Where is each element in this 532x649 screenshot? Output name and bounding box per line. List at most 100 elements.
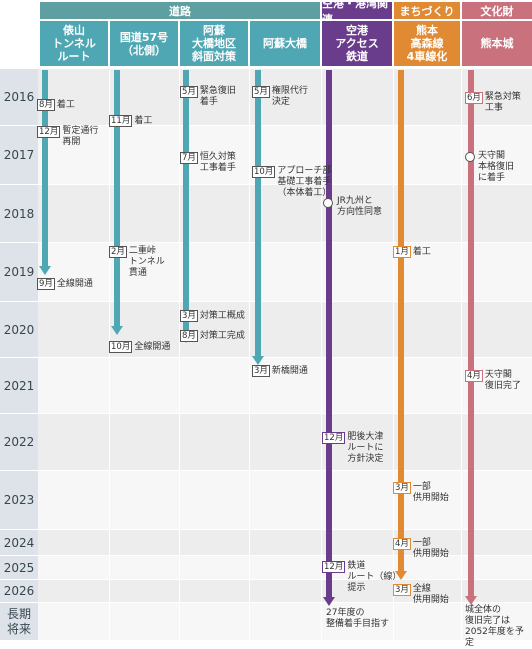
column-divider (461, 0, 462, 640)
column-header-kumamoto-takamori-road: 熊本 高森線 4車線化 (394, 21, 460, 66)
event-route57-tunnel-through: 2月 二重峠 トンネル 貫通 (109, 246, 165, 279)
arrowhead-road4 (395, 571, 407, 580)
event-text: 二重峠 トンネル 貫通 (128, 246, 165, 278)
arrow-route57 (114, 70, 120, 326)
event-text: 一部 供用開始 (412, 482, 449, 503)
year-label: 2022 (0, 414, 38, 470)
event-bridge-authority: 5月 権限代行 決定 (252, 86, 308, 108)
milestone-circle-icon (323, 198, 333, 208)
event-slope-complete: 8月 対策工完成 (180, 330, 245, 342)
year-label: 2021 (0, 358, 38, 413)
event-route57-start: 11月 着工 (109, 115, 152, 127)
event-text: 天守閣 復旧完了 (484, 370, 521, 391)
month-tag: 2月 (109, 246, 127, 258)
column-header-line: 熊本城 (480, 37, 514, 50)
arrow-castle (468, 70, 474, 596)
column-header-line: トンネル (52, 37, 96, 50)
event-text: 対策工完成 (199, 331, 245, 341)
month-tag: 7月 (180, 152, 198, 164)
event-text: 全線 供用開始 (412, 584, 449, 605)
year-label: 2020 (0, 302, 38, 357)
month-tag: 8月 (180, 330, 198, 342)
column-header-line: 熊本 (416, 24, 438, 37)
column-divider (393, 0, 394, 640)
column-header-kumamoto-castle: 熊本城 (462, 21, 532, 66)
event-slope-permanent: 7月 恒久対策 工事着手 (180, 152, 236, 174)
month-tag: 6月 (465, 92, 483, 104)
long-term-label-line: 将来 (6, 621, 31, 636)
event-tunnel-start: 8月 着工 (37, 99, 75, 111)
month-tag: 11月 (109, 115, 133, 127)
column-header-line: （北側） (122, 43, 166, 57)
category-road: 道路 (40, 2, 320, 19)
column-divider (179, 0, 180, 640)
column-header-slope-measures: 阿蘇 大橋地区 斜面対策 (180, 21, 248, 66)
year-label: 2016 (0, 69, 38, 125)
event-text: 全線開通 (56, 279, 93, 289)
year-label: 2019 (0, 243, 38, 301)
event-text: 肥後大津 ルートに 方針決定 (347, 432, 384, 464)
column-header-route57: 国道57号 （北側） (110, 21, 178, 66)
year-label: 2026 (0, 580, 38, 602)
month-tag: 1月 (393, 246, 411, 258)
month-tag: 3月 (393, 584, 411, 596)
category-town: まちづくり (394, 2, 460, 19)
column-header-line: 4車線化 (406, 50, 448, 63)
column-header-airport-rail: 空港 アクセス 鉄道 (322, 21, 392, 66)
long-term-label-line: 長期 (6, 606, 31, 621)
event-text: 新橋開通 (271, 366, 308, 376)
event-text: 着工 (134, 116, 153, 126)
month-tag: 8月 (37, 99, 55, 111)
year-label: 2018 (0, 185, 38, 242)
column-header-line: 国道57号 (119, 30, 169, 44)
arrow-bridge (255, 70, 261, 356)
event-text: 緊急復旧 着手 (199, 86, 236, 107)
month-tag: 12月 (322, 561, 346, 573)
event-rail-target: 27年度の 整備着手目指す (326, 608, 390, 629)
month-tag: 4月 (465, 370, 483, 382)
year-row: 2023 (0, 471, 532, 529)
year-row: 2024 (0, 530, 532, 555)
column-header-line: 俵山 (63, 24, 85, 37)
arrow-tunnel (42, 70, 48, 266)
event-text: 暫定通行 再開 (62, 126, 99, 147)
year-row: 2026 (0, 580, 532, 602)
year-row: 2020 (0, 302, 532, 357)
month-tag: 5月 (252, 86, 270, 98)
event-road4-partial-1: 3月 一部 供用開始 (393, 482, 449, 504)
arrowhead-bridge (252, 356, 264, 365)
event-text: 全線開通 (134, 342, 171, 352)
month-tag: 9月 (37, 278, 55, 290)
column-header-line: 阿蘇大橋 (263, 37, 307, 50)
event-route57-open: 10月 全線開通 (109, 341, 170, 353)
month-tag: 5月 (180, 86, 198, 98)
event-tunnel-reopen: 12月 暫定通行 再開 (37, 115, 98, 148)
event-text: 着工 (412, 247, 431, 257)
event-slope-emergency: 5月 緊急復旧 着手 (180, 86, 236, 108)
event-text: 鉄道 ルート（線） 提示 (347, 561, 402, 593)
event-rail-route-presented: 12月 鉄道 ルート（線） 提示 (322, 561, 401, 594)
event-bridge-foundation: 10月 アプローチ部 基礎工事着手 （本体着工） (252, 166, 331, 199)
arrowhead-rail (323, 597, 335, 606)
year-row: 2016 (0, 69, 532, 125)
event-text: 対策工概成 (199, 311, 245, 321)
column-header-line: 高森線 (410, 37, 444, 50)
column-header-line: 鉄道 (346, 50, 368, 63)
category-airport: 空港・港湾関連 (322, 0, 392, 26)
year-row: 2017 (0, 126, 532, 184)
milestone-circle-icon (465, 152, 475, 162)
month-tag: 3月 (180, 310, 198, 322)
event-road4-partial-2: 4月 一部 供用開始 (393, 538, 449, 560)
column-header-tawarayama-tunnel: 俵山 トンネル ルート (40, 21, 108, 66)
arrowhead-castle (465, 596, 477, 605)
year-label: 2025 (0, 556, 38, 579)
arrowhead-tunnel (39, 266, 51, 275)
arrow-road4 (398, 70, 404, 572)
column-header-aso-bridge: 阿蘇大橋 (250, 21, 320, 66)
year-label: 2017 (0, 126, 38, 184)
event-text: 緊急対策 工事 (484, 92, 521, 113)
column-divider (321, 0, 322, 640)
month-tag: 3月 (252, 365, 270, 377)
arrow-rail (326, 70, 332, 598)
year-row: 2022 (0, 414, 532, 470)
